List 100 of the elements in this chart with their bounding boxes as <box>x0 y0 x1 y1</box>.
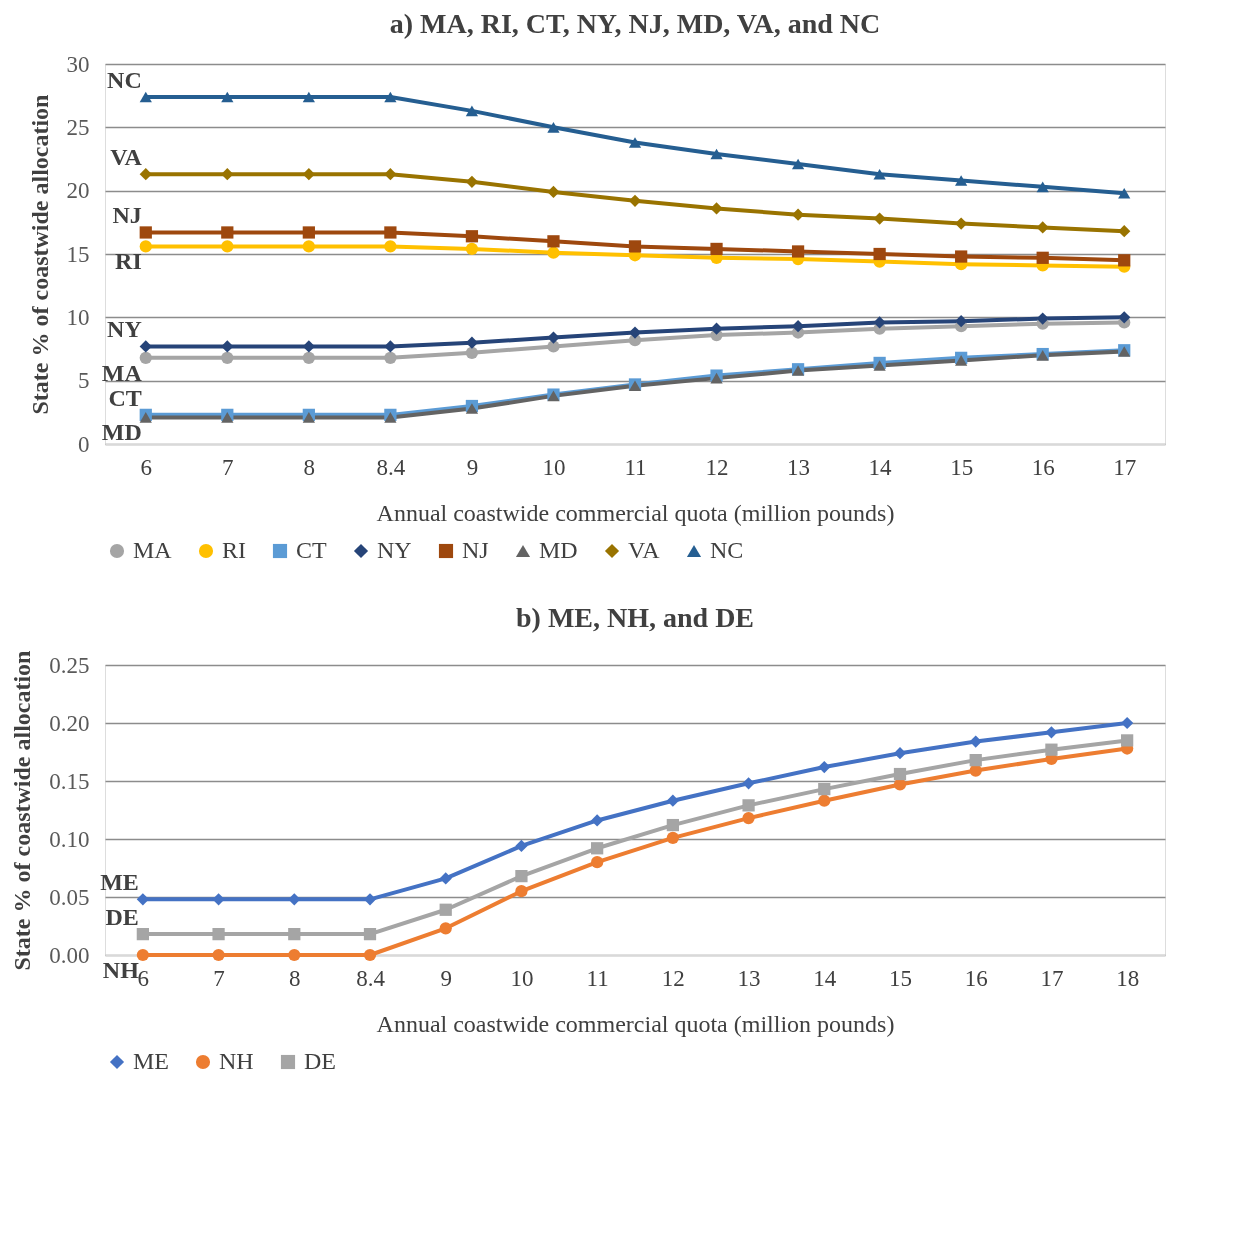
point <box>893 747 907 760</box>
point <box>591 856 604 869</box>
point <box>139 91 152 103</box>
x-tick-label: 14 <box>813 965 837 991</box>
point <box>710 242 723 256</box>
text: NC <box>107 66 142 93</box>
x-tick-label: 18 <box>1116 965 1140 991</box>
point <box>742 777 755 790</box>
legend-label: NC <box>710 537 744 563</box>
point <box>439 922 452 935</box>
point <box>628 137 642 148</box>
x-tick-label: 12 <box>705 454 729 480</box>
point <box>288 948 301 962</box>
point <box>818 760 831 774</box>
point <box>302 226 315 239</box>
x-tick-label: 14 <box>868 454 893 480</box>
point <box>136 948 149 962</box>
point <box>1036 181 1049 193</box>
text: ME <box>100 869 139 896</box>
y-tick-label: 15 <box>66 241 90 267</box>
point <box>302 412 315 423</box>
y-tick-label: 0.05 <box>49 884 90 910</box>
point <box>136 928 149 941</box>
point <box>1036 251 1049 264</box>
legend-label: CT <box>296 537 328 563</box>
legend-label: DE <box>304 1048 336 1074</box>
text: VA <box>110 144 142 171</box>
x-axis-title: Annual coastwide commercial quota (million pounds) <box>376 499 895 526</box>
text: DE <box>105 904 139 931</box>
x-tick-label: 7 <box>213 965 225 991</box>
point <box>288 928 301 941</box>
x-tick-label: 6 <box>137 965 150 991</box>
x-tick-label: 16 <box>964 965 988 991</box>
point <box>791 158 805 170</box>
point <box>742 799 755 812</box>
point <box>221 240 234 253</box>
y-tick-label: 0.25 <box>49 652 90 678</box>
point <box>139 240 152 253</box>
point <box>969 754 982 767</box>
x-tick-label: 8 <box>303 454 316 480</box>
y-tick-label: 25 <box>66 114 90 140</box>
text: MD <box>101 419 142 446</box>
point <box>955 355 968 366</box>
point <box>465 403 479 414</box>
point <box>791 208 805 221</box>
point <box>465 242 479 256</box>
point <box>547 122 560 133</box>
point <box>302 240 315 253</box>
point <box>955 175 968 186</box>
text: CT <box>108 384 142 411</box>
legend-label: VA <box>628 537 661 563</box>
point <box>139 168 152 181</box>
point <box>139 340 152 353</box>
x-tick-label: 15 <box>950 454 974 480</box>
text: NY <box>107 316 142 343</box>
point <box>873 247 886 261</box>
point <box>515 839 528 853</box>
point <box>1118 187 1131 199</box>
point <box>439 872 452 885</box>
legend-label: MA <box>133 537 173 563</box>
y-tick-label: 0.00 <box>49 942 90 968</box>
x-tick-label: 17 <box>1113 454 1137 480</box>
point <box>384 351 397 364</box>
x-tick-label: 10 <box>542 454 566 480</box>
point <box>547 185 560 199</box>
point <box>818 783 831 796</box>
x-tick-label: 12 <box>661 965 685 991</box>
point <box>873 360 886 371</box>
point <box>547 235 560 248</box>
point <box>969 735 982 748</box>
x-tick-label: 13 <box>737 965 761 991</box>
x-tick-label: 8.4 <box>376 454 406 480</box>
point <box>666 831 679 844</box>
point <box>591 842 604 855</box>
point <box>302 351 315 364</box>
chart-title: a) MA, RI, CT, NY, NJ, MD, VA, and NC <box>389 8 881 39</box>
point <box>1121 716 1134 730</box>
point <box>465 336 479 349</box>
point <box>139 351 152 364</box>
point <box>302 91 315 103</box>
x-tick-label: 9 <box>466 454 479 480</box>
point <box>1121 734 1134 747</box>
point <box>212 928 225 941</box>
point <box>221 91 234 103</box>
point <box>363 928 377 941</box>
point <box>1118 311 1131 324</box>
point <box>384 412 397 423</box>
point <box>221 412 234 423</box>
point <box>710 148 723 160</box>
x-tick-label: 9 <box>440 965 452 991</box>
x-tick-label: 11 <box>624 454 647 480</box>
point <box>465 230 479 243</box>
x-tick-label: 8 <box>289 965 301 991</box>
point <box>666 818 679 832</box>
point <box>465 105 479 117</box>
point <box>791 245 805 258</box>
point <box>547 246 560 259</box>
text: NH <box>102 957 139 983</box>
x-axis-title: Annual coastwide commercial quota (million pounds) <box>376 1010 895 1037</box>
point <box>384 240 397 253</box>
